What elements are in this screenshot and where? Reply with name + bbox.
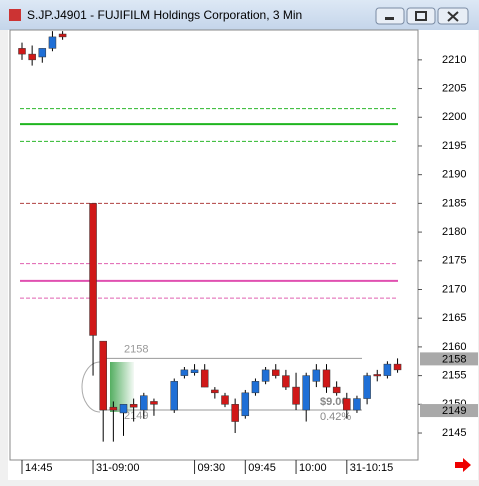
candle-body <box>119 404 128 414</box>
candle-body <box>282 375 290 388</box>
y-tick-label: 2195 <box>442 140 466 152</box>
candle-body <box>393 363 402 371</box>
y-tick-label: 2210 <box>442 54 466 66</box>
candle-body <box>18 48 26 55</box>
x-tick-label: 10:00 <box>299 462 327 474</box>
y-tick-label: 2175 <box>442 255 466 267</box>
candle-body <box>58 33 67 38</box>
candle-body <box>48 36 57 49</box>
candle-body <box>272 369 280 376</box>
candle-body <box>150 401 158 405</box>
x-tick-label: 14:45 <box>25 462 53 474</box>
candle-body <box>129 404 138 408</box>
measure-zone <box>110 362 134 412</box>
x-tick-label: 31-10:15 <box>350 462 393 474</box>
price-marker <box>420 352 478 366</box>
y-tick-label: 2200 <box>442 111 466 123</box>
y-tick-label: 2145 <box>442 427 466 439</box>
minimize-button[interactable] <box>375 7 405 25</box>
candle-body <box>99 340 107 411</box>
app-icon <box>9 9 21 21</box>
measure-high-label: 2158 <box>124 343 148 355</box>
measure-percent: 0.42% <box>320 411 351 423</box>
scroll-arrow[interactable] <box>455 458 471 472</box>
candle-body <box>251 381 260 394</box>
candle-body <box>109 406 118 411</box>
y-tick-label: 2160 <box>442 341 466 353</box>
candle-body <box>38 48 47 58</box>
candle-body <box>180 369 189 376</box>
candle-body <box>383 363 392 376</box>
price-marker-label: 2149 <box>442 405 466 417</box>
candle-body <box>28 53 36 61</box>
price-marker <box>420 404 478 418</box>
candle-body <box>89 203 97 336</box>
y-tick-label: 2205 <box>442 82 466 94</box>
measure-low-label: 2149 <box>124 410 148 422</box>
candle-body <box>302 375 310 411</box>
x-tick-label: 31-09:00 <box>96 462 139 474</box>
x-tick-label: 09:30 <box>198 462 226 474</box>
measure-change: $9.00 <box>320 396 348 408</box>
candle-body <box>322 369 331 388</box>
candle-body <box>200 369 209 388</box>
y-tick-label: 2155 <box>442 370 466 382</box>
price-marker-label: 2158 <box>442 353 466 365</box>
candle-body <box>170 381 178 411</box>
y-tick-label: 2180 <box>442 226 466 238</box>
candle-body <box>140 395 148 411</box>
y-tick-label: 2170 <box>442 283 466 295</box>
plot-area <box>9 29 419 461</box>
y-tick-label: 2165 <box>442 312 466 324</box>
y-tick-label: 2185 <box>442 197 466 209</box>
candle-body <box>353 398 361 411</box>
candle-body <box>332 386 341 394</box>
candle-body <box>312 369 321 382</box>
candle-body <box>261 369 270 382</box>
candle-body <box>190 369 199 373</box>
y-tick-label: 2190 <box>442 169 466 181</box>
candle-body <box>211 389 219 394</box>
candle-body <box>231 404 239 422</box>
candle-body <box>241 392 250 417</box>
candle-body <box>292 386 300 405</box>
close-button[interactable] <box>437 7 469 25</box>
window-title: S.JP.J4901 - FUJIFILM Holdings Corporati… <box>27 8 302 22</box>
maximize-button[interactable] <box>406 7 436 25</box>
candle-body <box>221 395 229 405</box>
candle-body <box>343 398 351 411</box>
x-tick-label: 09:45 <box>248 462 276 474</box>
candle-body <box>373 374 381 377</box>
candle-body <box>363 375 371 399</box>
